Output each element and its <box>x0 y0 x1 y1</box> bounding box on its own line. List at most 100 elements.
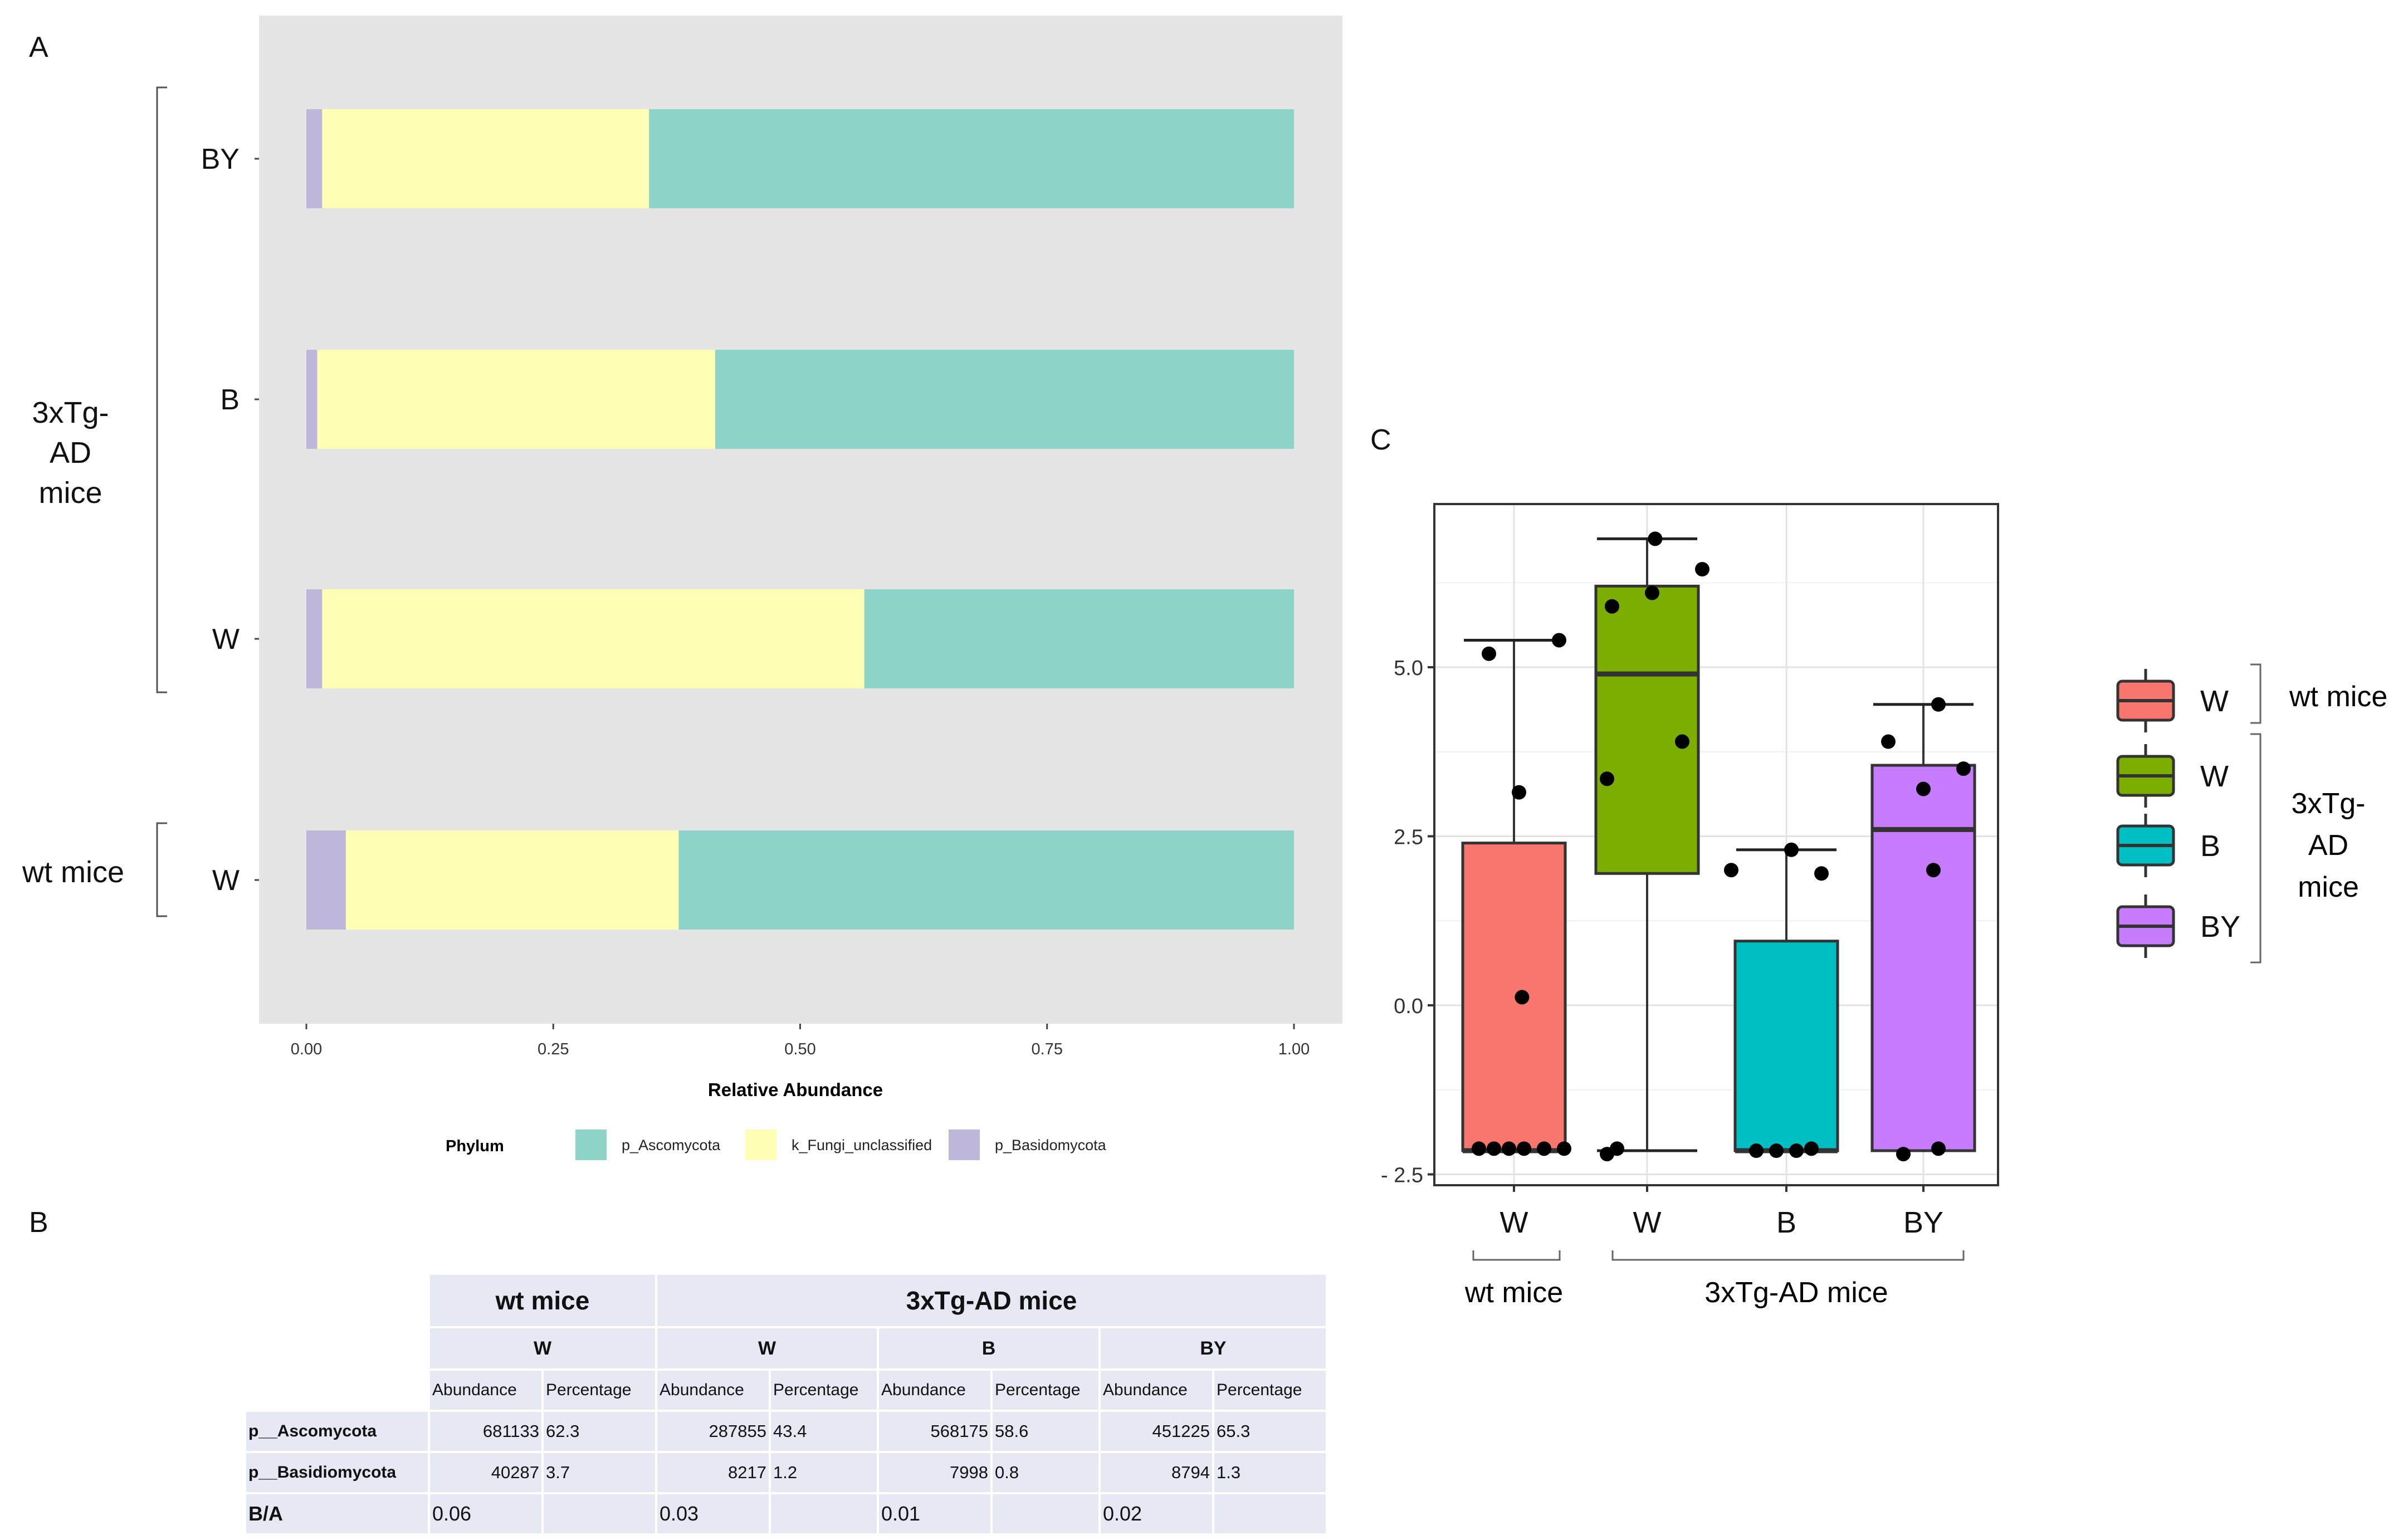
data-point <box>1695 561 1709 576</box>
data-point <box>1552 633 1566 648</box>
y-tick-label: 5.0 <box>1394 657 1423 680</box>
col-abundance: Abundance <box>428 1368 544 1412</box>
table-cell: 8217 <box>655 1451 771 1494</box>
box <box>1594 584 1700 875</box>
legend-label: p_Ascomycota <box>622 1137 721 1153</box>
bracket-wt-c <box>1472 1250 1561 1261</box>
bar-segment-p-ascomycota <box>715 350 1294 449</box>
box-legend: W W B BY <box>2116 669 2240 958</box>
data-point <box>1675 734 1689 749</box>
group-label-3xtg-line1: 3xTg-AD <box>32 396 109 470</box>
table-cell: 0.03 <box>655 1492 771 1536</box>
y-tick-label: 0.0 <box>1394 995 1423 1018</box>
x-tick-label: 0.00 <box>291 1040 322 1058</box>
header-group: BY <box>1098 1326 1328 1371</box>
data-point <box>1482 646 1496 661</box>
table-cell: 568175 <box>877 1410 993 1453</box>
legend-bracket-wt <box>2250 663 2262 724</box>
table-cell: 62.3 <box>541 1410 657 1453</box>
data-point <box>1487 1141 1501 1156</box>
axis-ticks: BY B W W 0.00 0.25 0.50 0.75 1.00 <box>201 143 1310 1058</box>
bar-segment-k-fungi-unclassified <box>322 109 649 208</box>
data-point <box>1926 863 1941 878</box>
legend: p_Ascomycota k_Fungi_unclassified p_Basido… <box>575 1130 1107 1160</box>
data-point <box>1724 863 1738 878</box>
box <box>1870 764 1976 1152</box>
data-point <box>1515 990 1530 1005</box>
legend-label: W <box>2200 760 2229 793</box>
legend-group-wt: wt mice <box>2289 681 2387 713</box>
y-tick-label: W <box>212 864 240 897</box>
legend-label: p_Basidomycota <box>995 1137 1107 1153</box>
legend-key: B <box>2116 814 2220 877</box>
bar-segment-k-fungi-unclassified <box>317 350 716 449</box>
table-header-row-1: wt mice 3xTg-AD mice <box>244 1273 1328 1328</box>
col-abundance: Abundance <box>877 1368 993 1412</box>
y-tick-label: B <box>220 384 240 416</box>
table-cell <box>1212 1492 1328 1536</box>
table-cell: 1.2 <box>769 1451 879 1494</box>
table-cell: 0.02 <box>1098 1492 1214 1536</box>
y-tick-label: 2.5 <box>1394 826 1423 849</box>
legend-swatch <box>949 1130 980 1160</box>
x-tick-label: 0.50 <box>784 1040 815 1058</box>
bar-segment-p-basidomycota <box>306 830 346 930</box>
legend-swatch <box>745 1130 776 1160</box>
table-header-row-3: Abundance Percentage Abundance Percentag… <box>244 1368 1328 1412</box>
col-percentage: Percentage <box>769 1368 879 1412</box>
table-cell: 0.06 <box>428 1492 544 1536</box>
table-cell: 3.7 <box>541 1451 657 1494</box>
data-point <box>1502 1141 1516 1156</box>
x-axis-label: Relative Abundance <box>708 1079 883 1100</box>
col-abundance: Abundance <box>655 1368 771 1412</box>
legend-title: Phylum <box>446 1137 504 1155</box>
data-point <box>1537 1141 1551 1156</box>
box <box>1461 842 1567 1152</box>
x-tick-label: 0.75 <box>1032 1040 1063 1058</box>
panel-a-letter: A <box>29 31 48 63</box>
legend-bracket-3xtg <box>2250 733 2262 964</box>
data-point <box>1956 761 1971 776</box>
y-tick-label: - 2.5 <box>1381 1164 1423 1187</box>
data-point <box>1648 531 1663 546</box>
box-plot-frame <box>1433 503 1999 1186</box>
legend-group-3xtg-1: 3xTg- <box>2292 788 2366 820</box>
table-row: B/A 0.06 0.03 0.01 0.02 <box>244 1492 1328 1536</box>
legend-label: W <box>2200 685 2229 718</box>
bracket-wt <box>156 822 167 917</box>
legend-key: W <box>2116 744 2229 808</box>
table-cell <box>541 1492 657 1536</box>
table-cell: 451225 <box>1098 1410 1214 1453</box>
data-point <box>1610 1141 1624 1156</box>
header-3xtg: 3xTg-AD mice <box>655 1273 1328 1328</box>
group-label-wt: wt mice <box>22 855 125 889</box>
row-label: B/A <box>244 1492 430 1536</box>
data-point <box>1931 1141 1946 1156</box>
col-percentage: Percentage <box>990 1368 1101 1412</box>
data-point <box>1600 771 1614 786</box>
legend-key: W <box>2116 669 2229 732</box>
data-point <box>1517 1141 1531 1156</box>
table-cell <box>769 1492 879 1536</box>
x-tick-label: W <box>1633 1206 1662 1239</box>
bar-segment-p-basidomycota <box>306 350 318 449</box>
data-point <box>1931 697 1946 712</box>
table-cell: 287855 <box>655 1410 771 1453</box>
bar-segment-k-fungi-unclassified <box>322 589 864 688</box>
table-row: p__Ascomycota 681133 62.3 287855 43.4 56… <box>244 1410 1328 1453</box>
table-cell: 43.4 <box>769 1410 879 1453</box>
bar-segment-p-basidomycota <box>306 109 323 208</box>
data-point <box>1749 1143 1764 1158</box>
data-point <box>1814 866 1829 881</box>
table-cell: 8794 <box>1098 1451 1214 1494</box>
bar-segment-p-basidomycota <box>306 589 323 688</box>
y-tick-label: W <box>212 623 240 656</box>
group-label-3xtg-line2: mice <box>38 476 102 510</box>
box <box>1733 940 1839 1152</box>
table-cell: 0.01 <box>877 1492 993 1536</box>
data-point <box>1472 1141 1486 1156</box>
bar-segment-p-ascomycota <box>649 109 1294 208</box>
x-tick-label: BY <box>1903 1206 1943 1239</box>
x-tick-label: 1.00 <box>1278 1040 1310 1058</box>
table-corner <box>244 1368 430 1412</box>
